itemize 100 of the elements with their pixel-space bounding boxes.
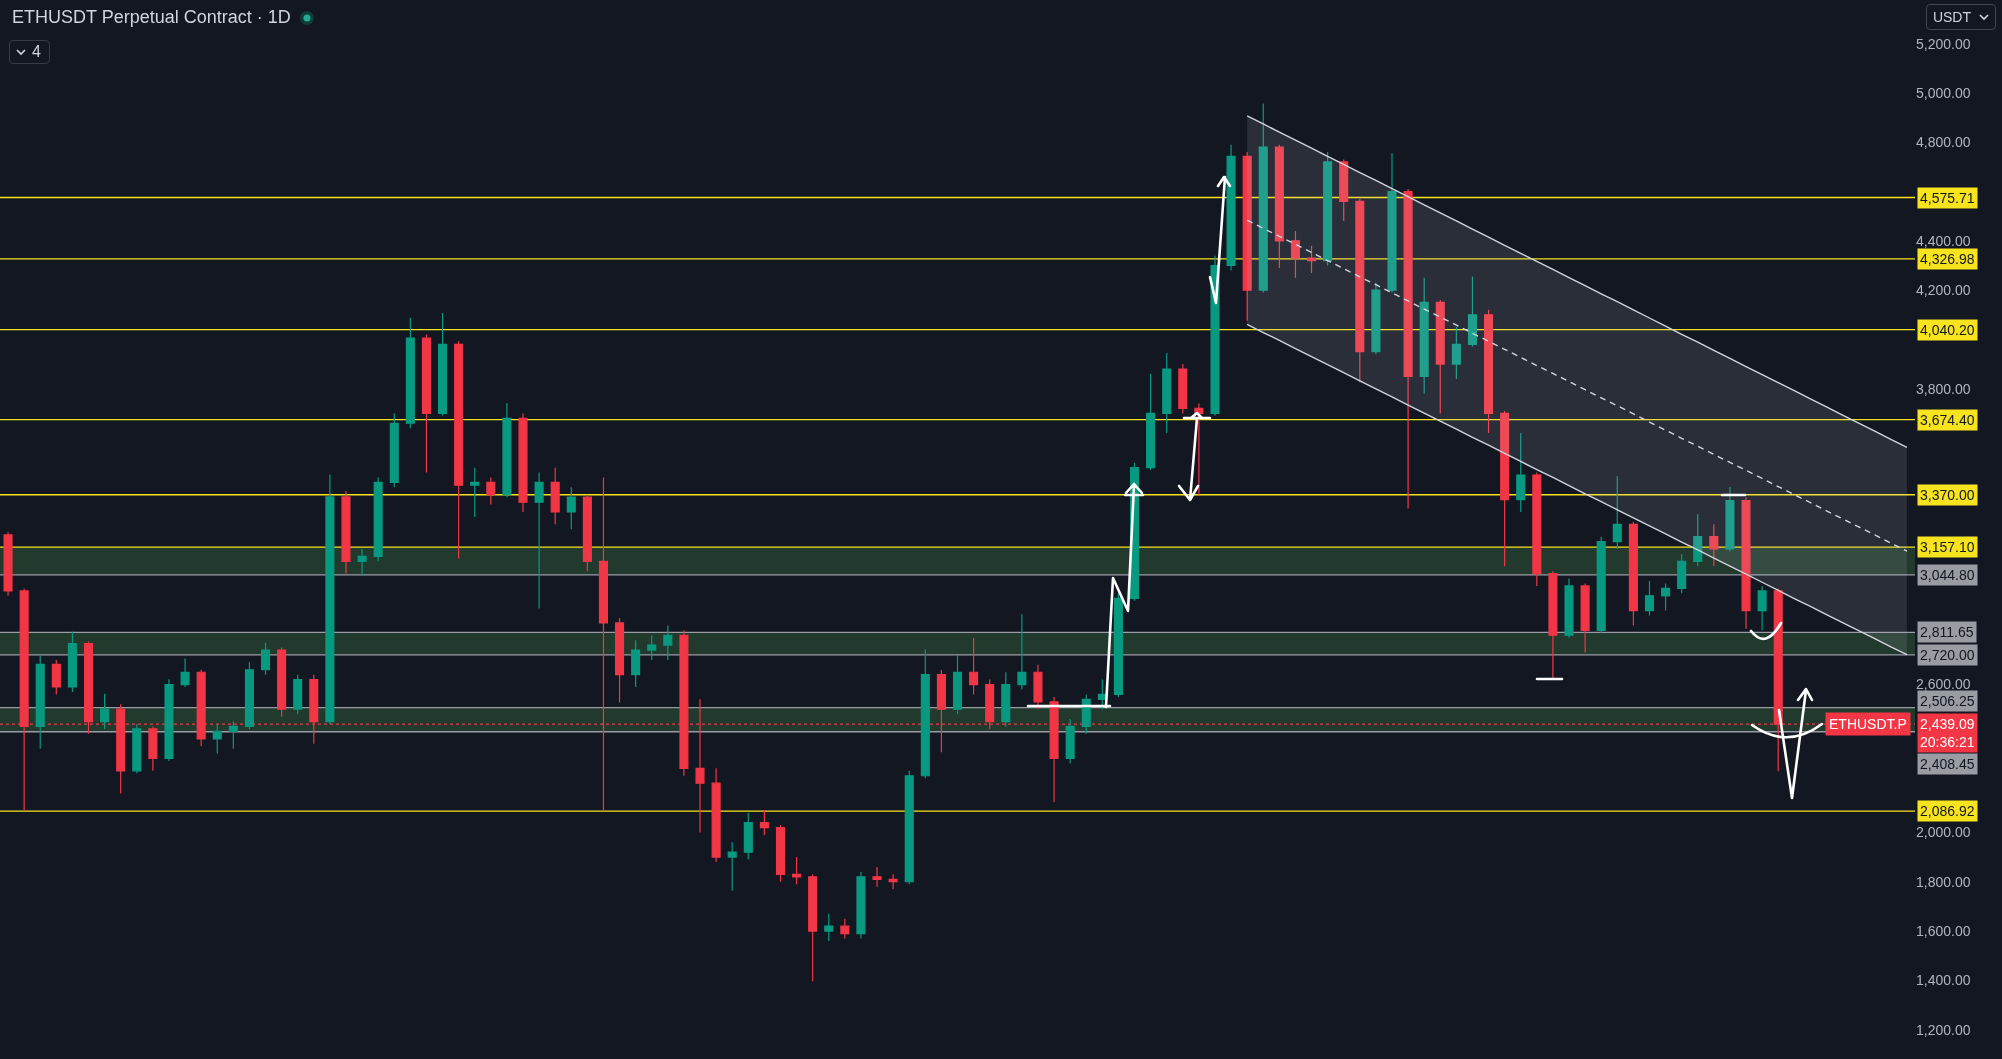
candlestick bbox=[647, 634, 657, 661]
candlestick bbox=[373, 476, 383, 562]
candlestick bbox=[244, 661, 254, 730]
ref-line-label: 4,326.98 bbox=[1920, 251, 1975, 267]
candlestick bbox=[357, 548, 367, 577]
candlestick bbox=[824, 913, 834, 942]
candlestick bbox=[1258, 102, 1268, 294]
candlestick bbox=[856, 871, 866, 940]
y-tick-label: 4,400.00 bbox=[1916, 232, 1971, 249]
candlestick bbox=[1564, 577, 1574, 639]
candlestick bbox=[51, 659, 61, 696]
candlestick bbox=[1290, 230, 1300, 279]
candlestick bbox=[1242, 151, 1252, 322]
annotation: ETHUSDT.P bbox=[1829, 716, 1907, 732]
text: 4 bbox=[32, 43, 41, 61]
candlestick bbox=[1355, 198, 1365, 383]
candlestick bbox=[389, 412, 399, 488]
line-series bbox=[1246, 219, 1908, 552]
candlestick bbox=[1628, 521, 1638, 626]
candlestick bbox=[1226, 144, 1236, 272]
y-tick-label: 5,000.00 bbox=[1916, 84, 1971, 101]
y-tick-label: 4,800.00 bbox=[1916, 134, 1971, 151]
candlestick bbox=[293, 674, 303, 715]
ref-line-label: 4,575.71 bbox=[1920, 190, 1975, 206]
y-tick-label: 2,000.00 bbox=[1916, 824, 1971, 841]
candlestick bbox=[808, 873, 818, 982]
candlestick bbox=[1596, 536, 1606, 634]
y-tick-label: 1,200.00 bbox=[1916, 1021, 1971, 1038]
candlestick bbox=[1484, 309, 1494, 434]
candlestick bbox=[1339, 158, 1349, 222]
candlestick bbox=[743, 812, 753, 861]
ref-line-label: 3,157.10 bbox=[1920, 539, 1975, 555]
line-series bbox=[1246, 323, 1908, 656]
candlestick bbox=[518, 412, 528, 513]
candlestick bbox=[1081, 693, 1091, 735]
candlestick bbox=[1113, 592, 1123, 698]
candlestick bbox=[1612, 475, 1622, 550]
ref-line-label: 2,506.25 bbox=[1920, 693, 1975, 709]
candlestick bbox=[1194, 402, 1204, 496]
candlestick bbox=[1467, 275, 1477, 348]
candlestick bbox=[888, 873, 898, 890]
candlestick bbox=[775, 824, 786, 883]
candlestick bbox=[920, 648, 930, 779]
candlestick bbox=[1548, 570, 1558, 680]
ref-line-label: 2,439.09 20:36:21 bbox=[1920, 716, 1975, 751]
candlestick bbox=[1065, 718, 1075, 765]
candlestick bbox=[952, 654, 963, 715]
candlestick bbox=[1146, 373, 1156, 471]
candlestick bbox=[67, 631, 77, 693]
candlestick bbox=[454, 340, 464, 560]
candlestick bbox=[1403, 188, 1413, 510]
candlestick bbox=[35, 654, 45, 750]
candlestick bbox=[1725, 486, 1735, 553]
candlestick bbox=[711, 767, 721, 863]
chart-title: ETHUSDT Perpetual Contract · 1D bbox=[12, 7, 291, 28]
candlestick bbox=[1693, 513, 1703, 567]
candlestick bbox=[1306, 245, 1317, 274]
candlestick bbox=[1049, 696, 1059, 803]
candlestick bbox=[100, 693, 110, 730]
candlestick bbox=[405, 317, 415, 429]
candlestick bbox=[727, 841, 737, 891]
candlestick bbox=[164, 678, 174, 762]
candlestick bbox=[663, 624, 673, 661]
candlestick bbox=[872, 866, 882, 888]
candlestick bbox=[582, 494, 592, 572]
ref-line-label: 2,720.00 bbox=[1920, 647, 1975, 663]
candlestick bbox=[470, 467, 480, 518]
candlestick bbox=[969, 637, 979, 696]
candlestick bbox=[502, 402, 512, 498]
ref-line-label: 3,674.40 bbox=[1920, 412, 1975, 428]
y-tick-label: 5,200.00 bbox=[1916, 35, 1971, 52]
candlestick bbox=[1661, 582, 1671, 612]
candlestick bbox=[1033, 664, 1043, 710]
candlestick bbox=[212, 723, 222, 755]
candlestick bbox=[260, 642, 271, 676]
y-tick-label: 1,400.00 bbox=[1916, 972, 1971, 989]
candlestick bbox=[1419, 277, 1429, 395]
y-tick-label: 1,800.00 bbox=[1916, 873, 1971, 890]
candlestick bbox=[1451, 326, 1461, 380]
y-tick-label: 3,800.00 bbox=[1916, 380, 1971, 397]
candlestick bbox=[1323, 151, 1333, 267]
candlestick bbox=[1532, 471, 1542, 587]
candlestick bbox=[1178, 363, 1188, 414]
candlestick bbox=[1516, 432, 1526, 513]
candlestick bbox=[486, 476, 496, 506]
candlestick bbox=[1387, 152, 1397, 294]
candlestick bbox=[132, 723, 142, 774]
candlestick bbox=[228, 720, 238, 750]
candlestick bbox=[180, 657, 190, 688]
ref-line-label: 3,370.00 bbox=[1920, 487, 1975, 503]
y-tick-label: 4,200.00 bbox=[1916, 282, 1971, 299]
candlestick bbox=[1274, 144, 1284, 269]
ref-line-label: 2,408.45 bbox=[1920, 756, 1975, 772]
candlestick bbox=[1001, 671, 1011, 728]
candlestick bbox=[1580, 582, 1590, 654]
candlestick bbox=[566, 486, 576, 530]
candlestick bbox=[3, 531, 13, 597]
candlestick bbox=[1371, 282, 1381, 355]
candlestick bbox=[1017, 613, 1027, 691]
candlestick bbox=[1741, 496, 1751, 630]
